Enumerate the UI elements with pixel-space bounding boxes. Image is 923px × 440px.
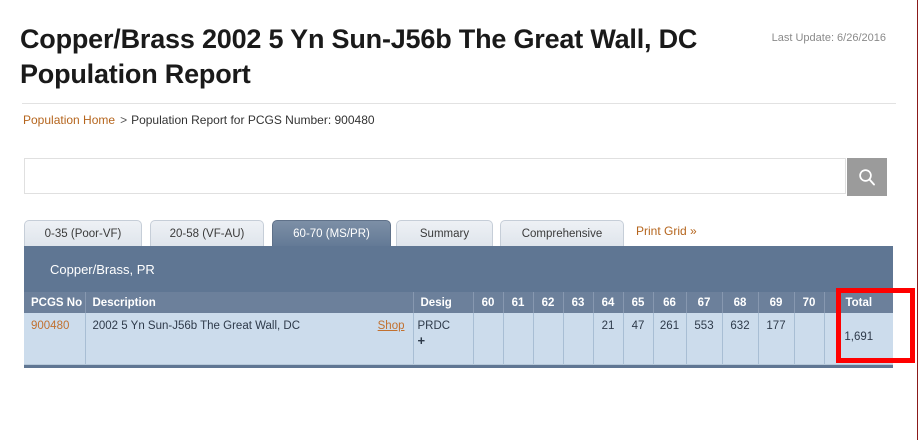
cell-grade-61 — [503, 313, 534, 365]
pcgs-no-link[interactable]: 900480 — [31, 320, 70, 332]
search-icon — [859, 169, 875, 186]
cell-pcgs-no: 900480 — [24, 313, 86, 365]
column-header-grade-65[interactable]: 65 — [623, 292, 654, 313]
tab-comprehensive[interactable]: Comprehensive — [500, 220, 624, 246]
cell-grade-62 — [533, 313, 564, 365]
description-text: 2002 5 Yn Sun-J56b The Great Wall, DC — [92, 320, 301, 332]
column-header-grade-67[interactable]: 67 — [686, 292, 723, 313]
population-table: PCGS No Description Desig 60 61 62 63 64… — [24, 292, 893, 365]
breadcrumb-separator: > — [120, 113, 128, 127]
column-header-description[interactable]: Description — [85, 292, 414, 313]
cell-grade-65: 47 — [623, 313, 654, 365]
tab-20-58-vf-au[interactable]: 20-58 (VF-AU) — [150, 220, 264, 246]
column-header-grade-70[interactable]: 70 — [794, 292, 825, 313]
tab-label: 60-70 (MS/PR) — [293, 227, 370, 240]
column-header-grade-62[interactable]: 62 — [533, 292, 564, 313]
column-header-grade-66[interactable]: 66 — [653, 292, 687, 313]
cell-total: 1,691 — [824, 313, 893, 365]
tab-label: Comprehensive — [521, 227, 603, 240]
column-header-desig[interactable]: Desig — [413, 292, 474, 313]
table-row: 900480 2002 5 Yn Sun-J56b The Great Wall… — [24, 313, 893, 365]
cell-grade-68: 632 — [722, 313, 759, 365]
column-header-pcgs-no[interactable]: PCGS No — [24, 292, 86, 313]
breadcrumb-link-population-home[interactable]: Population Home — [23, 113, 116, 127]
shop-link[interactable]: Shop — [377, 320, 405, 332]
column-header-grade-68[interactable]: 68 — [722, 292, 759, 313]
tab-summary[interactable]: Summary — [396, 220, 493, 246]
column-header-total[interactable]: Total — [824, 292, 893, 313]
section-title: Copper/Brass, PR — [50, 261, 155, 277]
cell-grade-67: 553 — [686, 313, 723, 365]
last-update-label: Last Update: 6/26/2016 — [771, 32, 886, 44]
search-input[interactable] — [24, 158, 846, 194]
column-header-grade-61[interactable]: 61 — [503, 292, 534, 313]
page-header: Copper/Brass 2002 5 Yn Sun-J56b The Grea… — [20, 22, 900, 91]
print-grid-link[interactable]: Print Grid » — [636, 224, 697, 238]
cell-grade-64: 21 — [593, 313, 624, 365]
desig-plus-icon: + — [417, 333, 426, 348]
tab-60-70-ms-pr[interactable]: 60-70 (MS/PR) — [272, 220, 391, 246]
tab-bar: 0-35 (Poor-VF) 20-58 (VF-AU) 60-70 (MS/P… — [24, 220, 893, 246]
desig-text: PRDC — [417, 320, 451, 332]
cell-grade-63 — [563, 313, 594, 365]
cell-grade-69: 177 — [758, 313, 795, 365]
cell-grade-70 — [794, 313, 825, 365]
column-header-grade-64[interactable]: 64 — [593, 292, 624, 313]
breadcrumb-current: Population Report for PCGS Number: 90048… — [131, 113, 375, 127]
tab-0-35-poor-vf[interactable]: 0-35 (Poor-VF) — [24, 220, 142, 246]
search-row — [24, 158, 893, 196]
cell-grade-66: 261 — [653, 313, 687, 365]
tab-label: Summary — [419, 227, 470, 240]
page-right-border — [917, 0, 918, 440]
tab-label: 0-35 (Poor-VF) — [44, 227, 122, 240]
column-header-grade-63[interactable]: 63 — [563, 292, 594, 313]
section-title-band: Copper/Brass, PR — [24, 246, 893, 292]
cell-description: 2002 5 Yn Sun-J56b The Great Wall, DC Sh… — [85, 313, 414, 365]
title-divider — [22, 103, 896, 104]
column-header-grade-69[interactable]: 69 — [758, 292, 795, 313]
search-button[interactable] — [847, 158, 887, 196]
table-header-row: PCGS No Description Desig 60 61 62 63 64… — [24, 292, 893, 313]
cell-desig: PRDC + — [413, 313, 474, 365]
page-title: Copper/Brass 2002 5 Yn Sun-J56b The Grea… — [20, 24, 698, 89]
column-header-grade-60[interactable]: 60 — [473, 292, 504, 313]
page-right-margin — [918, 0, 923, 440]
cell-grade-60 — [473, 313, 504, 365]
tab-label: 20-58 (VF-AU) — [169, 227, 245, 240]
breadcrumb: Population Home > Population Report for PC… — [23, 113, 375, 127]
population-grid-panel: Copper/Brass, PR PCGS No Description Des… — [24, 246, 893, 368]
